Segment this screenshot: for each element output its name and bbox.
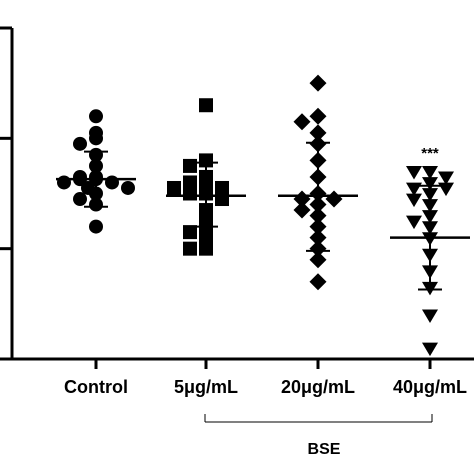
data-point: [422, 309, 438, 323]
data-point: [293, 201, 311, 219]
data-point: [325, 190, 343, 208]
significance-label: ***: [421, 145, 439, 162]
data-point: [422, 177, 438, 191]
significance-annotations: ***: [421, 145, 439, 162]
data-point: [199, 98, 213, 113]
data-point: [406, 215, 422, 230]
data-point: [199, 153, 213, 168]
data-point: [183, 158, 197, 173]
category-labels: Control 5μg/mL 20μg/mL 40μg/mL: [64, 377, 467, 397]
data-point: [105, 175, 119, 190]
x-axis-ticks: [94, 359, 432, 369]
data-point: [309, 107, 327, 125]
data-point: [89, 219, 103, 234]
y-axis-ticks: [0, 26, 12, 361]
data-point: [57, 175, 71, 190]
data-point: [199, 241, 213, 256]
data-point: [167, 180, 181, 195]
data-point: [406, 193, 422, 208]
data-point: [183, 241, 197, 256]
data-point: [89, 131, 103, 146]
data-point: [422, 342, 438, 357]
data-point: [183, 186, 197, 201]
category-label: Control: [64, 377, 128, 397]
data-point: [89, 109, 103, 124]
data-point: [121, 180, 135, 195]
data-point: [309, 251, 327, 269]
data-point: [422, 166, 438, 180]
data-points: [57, 74, 454, 357]
data-point: [215, 192, 229, 207]
group-bracket: BSE: [204, 414, 433, 458]
data-point: [73, 136, 87, 151]
data-point: [438, 182, 454, 197]
data-point: [199, 230, 213, 245]
data-point: [183, 175, 197, 190]
data-point: [215, 180, 229, 195]
data-point: [309, 124, 327, 142]
group-bracket-label: BSE: [308, 441, 341, 458]
category-label: 40μg/mL: [393, 377, 467, 397]
data-point: [309, 273, 327, 291]
category-label: 5μg/mL: [174, 377, 238, 397]
data-point: [73, 192, 87, 207]
error-bars: [56, 141, 470, 291]
data-point: [183, 225, 197, 240]
data-point: [438, 171, 454, 186]
category-label: 20μg/mL: [281, 377, 355, 397]
data-point: [293, 113, 311, 131]
data-point: [406, 166, 422, 180]
data-point: [309, 74, 327, 92]
